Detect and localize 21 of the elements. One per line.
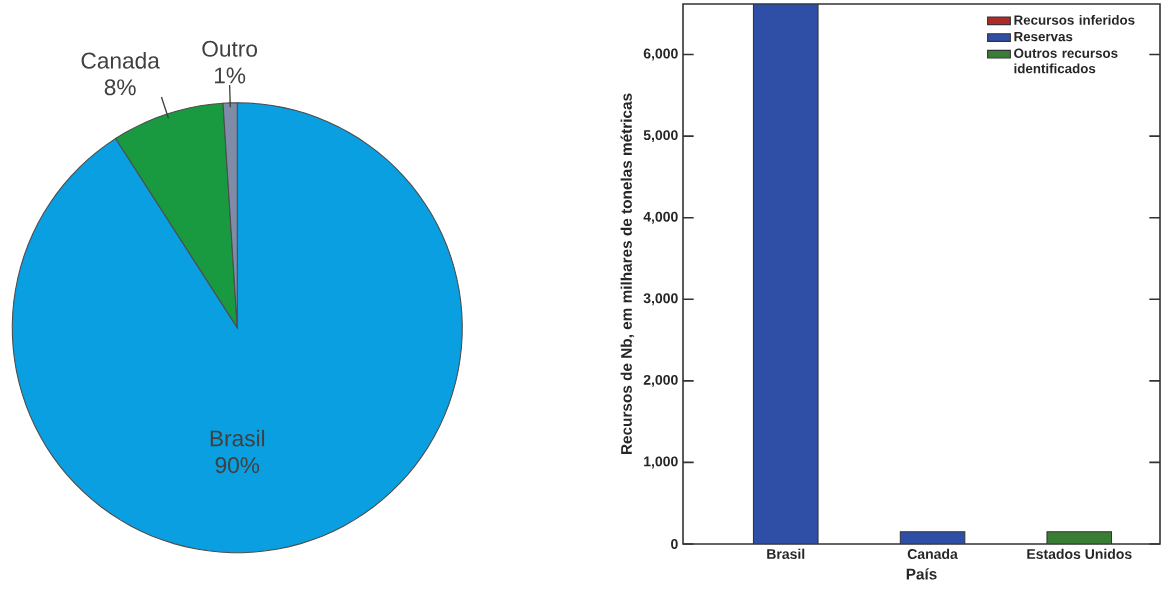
y-tick-label: 2,000 xyxy=(643,374,678,387)
x-tick-label: Brasil xyxy=(767,548,805,559)
legend-label: Outros recursos identificados xyxy=(1014,48,1118,74)
data-label: 8% xyxy=(104,79,136,96)
y-axis-title: Recursos de Nb, em milhares de tonelas métricas xyxy=(620,93,635,455)
slice-label: Outro xyxy=(202,40,258,57)
legend-label: Recursos inferidos xyxy=(1014,14,1135,25)
y-tick-label: 3,000 xyxy=(643,293,678,306)
legend-label: Reservas xyxy=(1014,31,1073,42)
y-tick-label: 1,000 xyxy=(644,456,678,469)
y-tick-label: 4,000 xyxy=(643,211,678,224)
slice-label: Brasil xyxy=(210,429,265,447)
data-label: 90% xyxy=(215,457,260,474)
x-tick-label: Estados Unidos xyxy=(1027,548,1132,559)
slice-label: Canada xyxy=(81,52,160,69)
y-tick-label: 5,000 xyxy=(643,130,678,143)
y-tick-label: 0 xyxy=(671,539,678,549)
x-tick-label: Canada xyxy=(907,548,958,559)
data-label: 1% xyxy=(214,67,246,84)
x-axis-title: País xyxy=(906,568,937,580)
y-tick-label: 6,000 xyxy=(643,48,678,61)
